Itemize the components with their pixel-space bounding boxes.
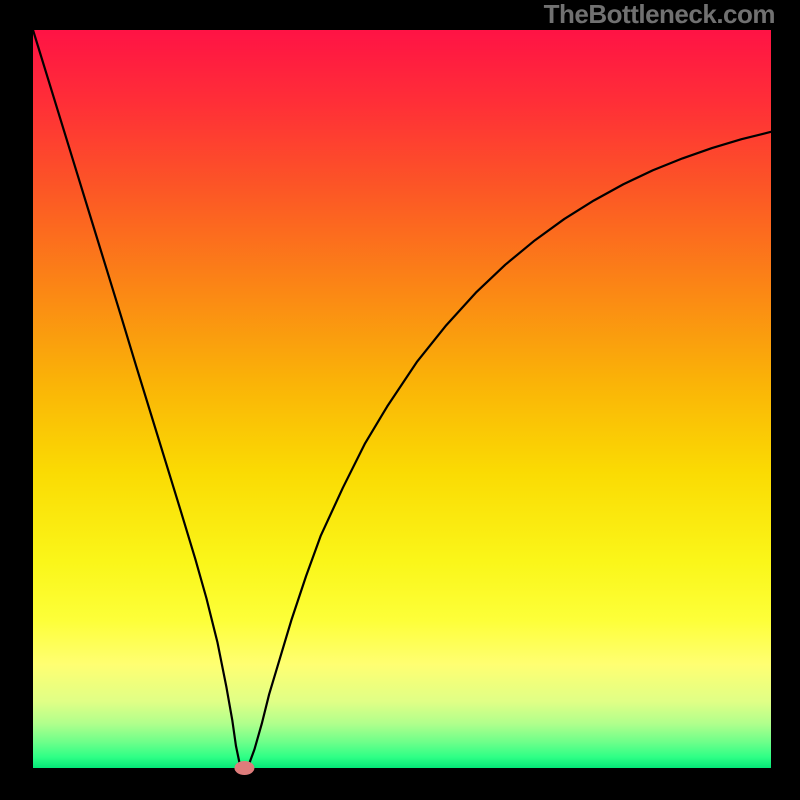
markers-group [234,761,254,775]
bottleneck-curve [33,30,771,768]
watermark-text: TheBottleneck.com [544,0,775,28]
plot-area [33,30,771,768]
outer-frame: TheBottleneck.com [0,0,800,800]
curve-layer [33,30,771,768]
min-marker [234,761,254,775]
